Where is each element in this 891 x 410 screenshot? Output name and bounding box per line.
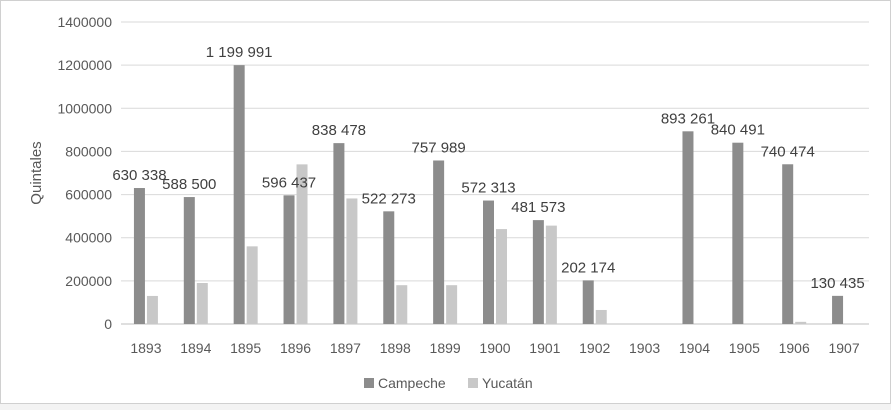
legend: Campeche Yucatán (364, 375, 533, 391)
x-tick-label: 1902 (579, 340, 610, 356)
data-label: 630 338 (112, 167, 166, 184)
y-tick-label: 200000 (65, 273, 112, 289)
bar-campeche (782, 164, 794, 324)
bar-yucatan (246, 246, 258, 324)
y-tick-label: 1400000 (57, 14, 112, 30)
data-label: 757 989 (412, 139, 466, 156)
bar-yucatan (595, 309, 607, 324)
y-tick-label: 800000 (65, 143, 112, 159)
bar-yucatan (795, 321, 807, 324)
bar-yucatan (446, 285, 458, 324)
y-axis-label: Quintales (28, 141, 45, 204)
legend-label: Yucatán (482, 375, 533, 391)
bar-yucatan (346, 198, 358, 324)
bar-yucatan (545, 225, 557, 324)
bar-campeche (682, 131, 694, 324)
y-tick-label: 0 (104, 316, 112, 332)
bars (133, 65, 844, 324)
data-label: 1 199 991 (206, 44, 273, 61)
y-tick-label: 1200000 (57, 57, 112, 73)
data-label: 893 261 (661, 110, 715, 127)
bar-yucatan (296, 164, 308, 324)
bar-campeche (433, 160, 445, 324)
x-tick-label: 1895 (230, 340, 261, 356)
data-label: 840 491 (711, 122, 765, 139)
bar-campeche (383, 211, 395, 324)
bar-campeche (832, 295, 844, 324)
gridlines (121, 21, 869, 325)
x-tick-label: 1903 (629, 340, 660, 356)
bar-campeche (483, 200, 494, 324)
bar-campeche (532, 220, 544, 324)
y-axis-ticks: 0 200000 400000 600000 800000 1000000 1200000 1… (57, 14, 112, 332)
x-tick-label: 1896 (280, 340, 311, 356)
data-label: 481 573 (511, 199, 565, 216)
y-tick-label: 600000 (65, 187, 112, 203)
legend-swatch (468, 378, 478, 388)
y-tick-label: 1000000 (57, 100, 112, 116)
bar-campeche (233, 65, 245, 324)
x-tick-label: 1901 (529, 340, 560, 356)
data-label: 522 273 (362, 190, 416, 207)
bar-yucatan (146, 295, 158, 324)
bar-campeche (183, 197, 195, 324)
x-tick-label: 1899 (430, 340, 461, 356)
data-label: 588 500 (162, 176, 216, 193)
x-axis-ticks: 1893 1894 1895 1896 1897 1898 1899 1900 1901 1902… (130, 340, 859, 356)
x-tick-label: 1904 (679, 340, 710, 356)
x-tick-label: 1907 (828, 340, 859, 356)
data-label: 572 313 (461, 180, 515, 197)
bar-campeche (283, 195, 295, 324)
data-label: 596 437 (262, 174, 316, 191)
x-tick-label: 1894 (180, 340, 211, 356)
data-label: 838 478 (312, 122, 366, 139)
bar-yucatan (196, 283, 208, 324)
bar-yucatan (396, 285, 408, 324)
x-tick-label: 1906 (779, 340, 810, 356)
x-tick-label: 1900 (479, 340, 510, 356)
bar-campeche (333, 143, 345, 324)
data-label: 130 435 (810, 275, 864, 292)
legend-label: Campeche (378, 375, 446, 391)
x-tick-label: 1893 (130, 340, 161, 356)
x-tick-label: 1898 (380, 340, 411, 356)
x-tick-label: 1905 (729, 340, 760, 356)
y-tick-label: 400000 (65, 230, 112, 246)
data-label: 740 474 (761, 143, 815, 160)
bar-campeche (732, 142, 744, 324)
x-tick-label: 1897 (330, 340, 361, 356)
bar-campeche (582, 280, 594, 324)
data-label: 202 174 (561, 259, 615, 276)
legend-swatch (364, 378, 374, 388)
bar-yucatan (496, 229, 507, 324)
bar-campeche (133, 188, 145, 324)
